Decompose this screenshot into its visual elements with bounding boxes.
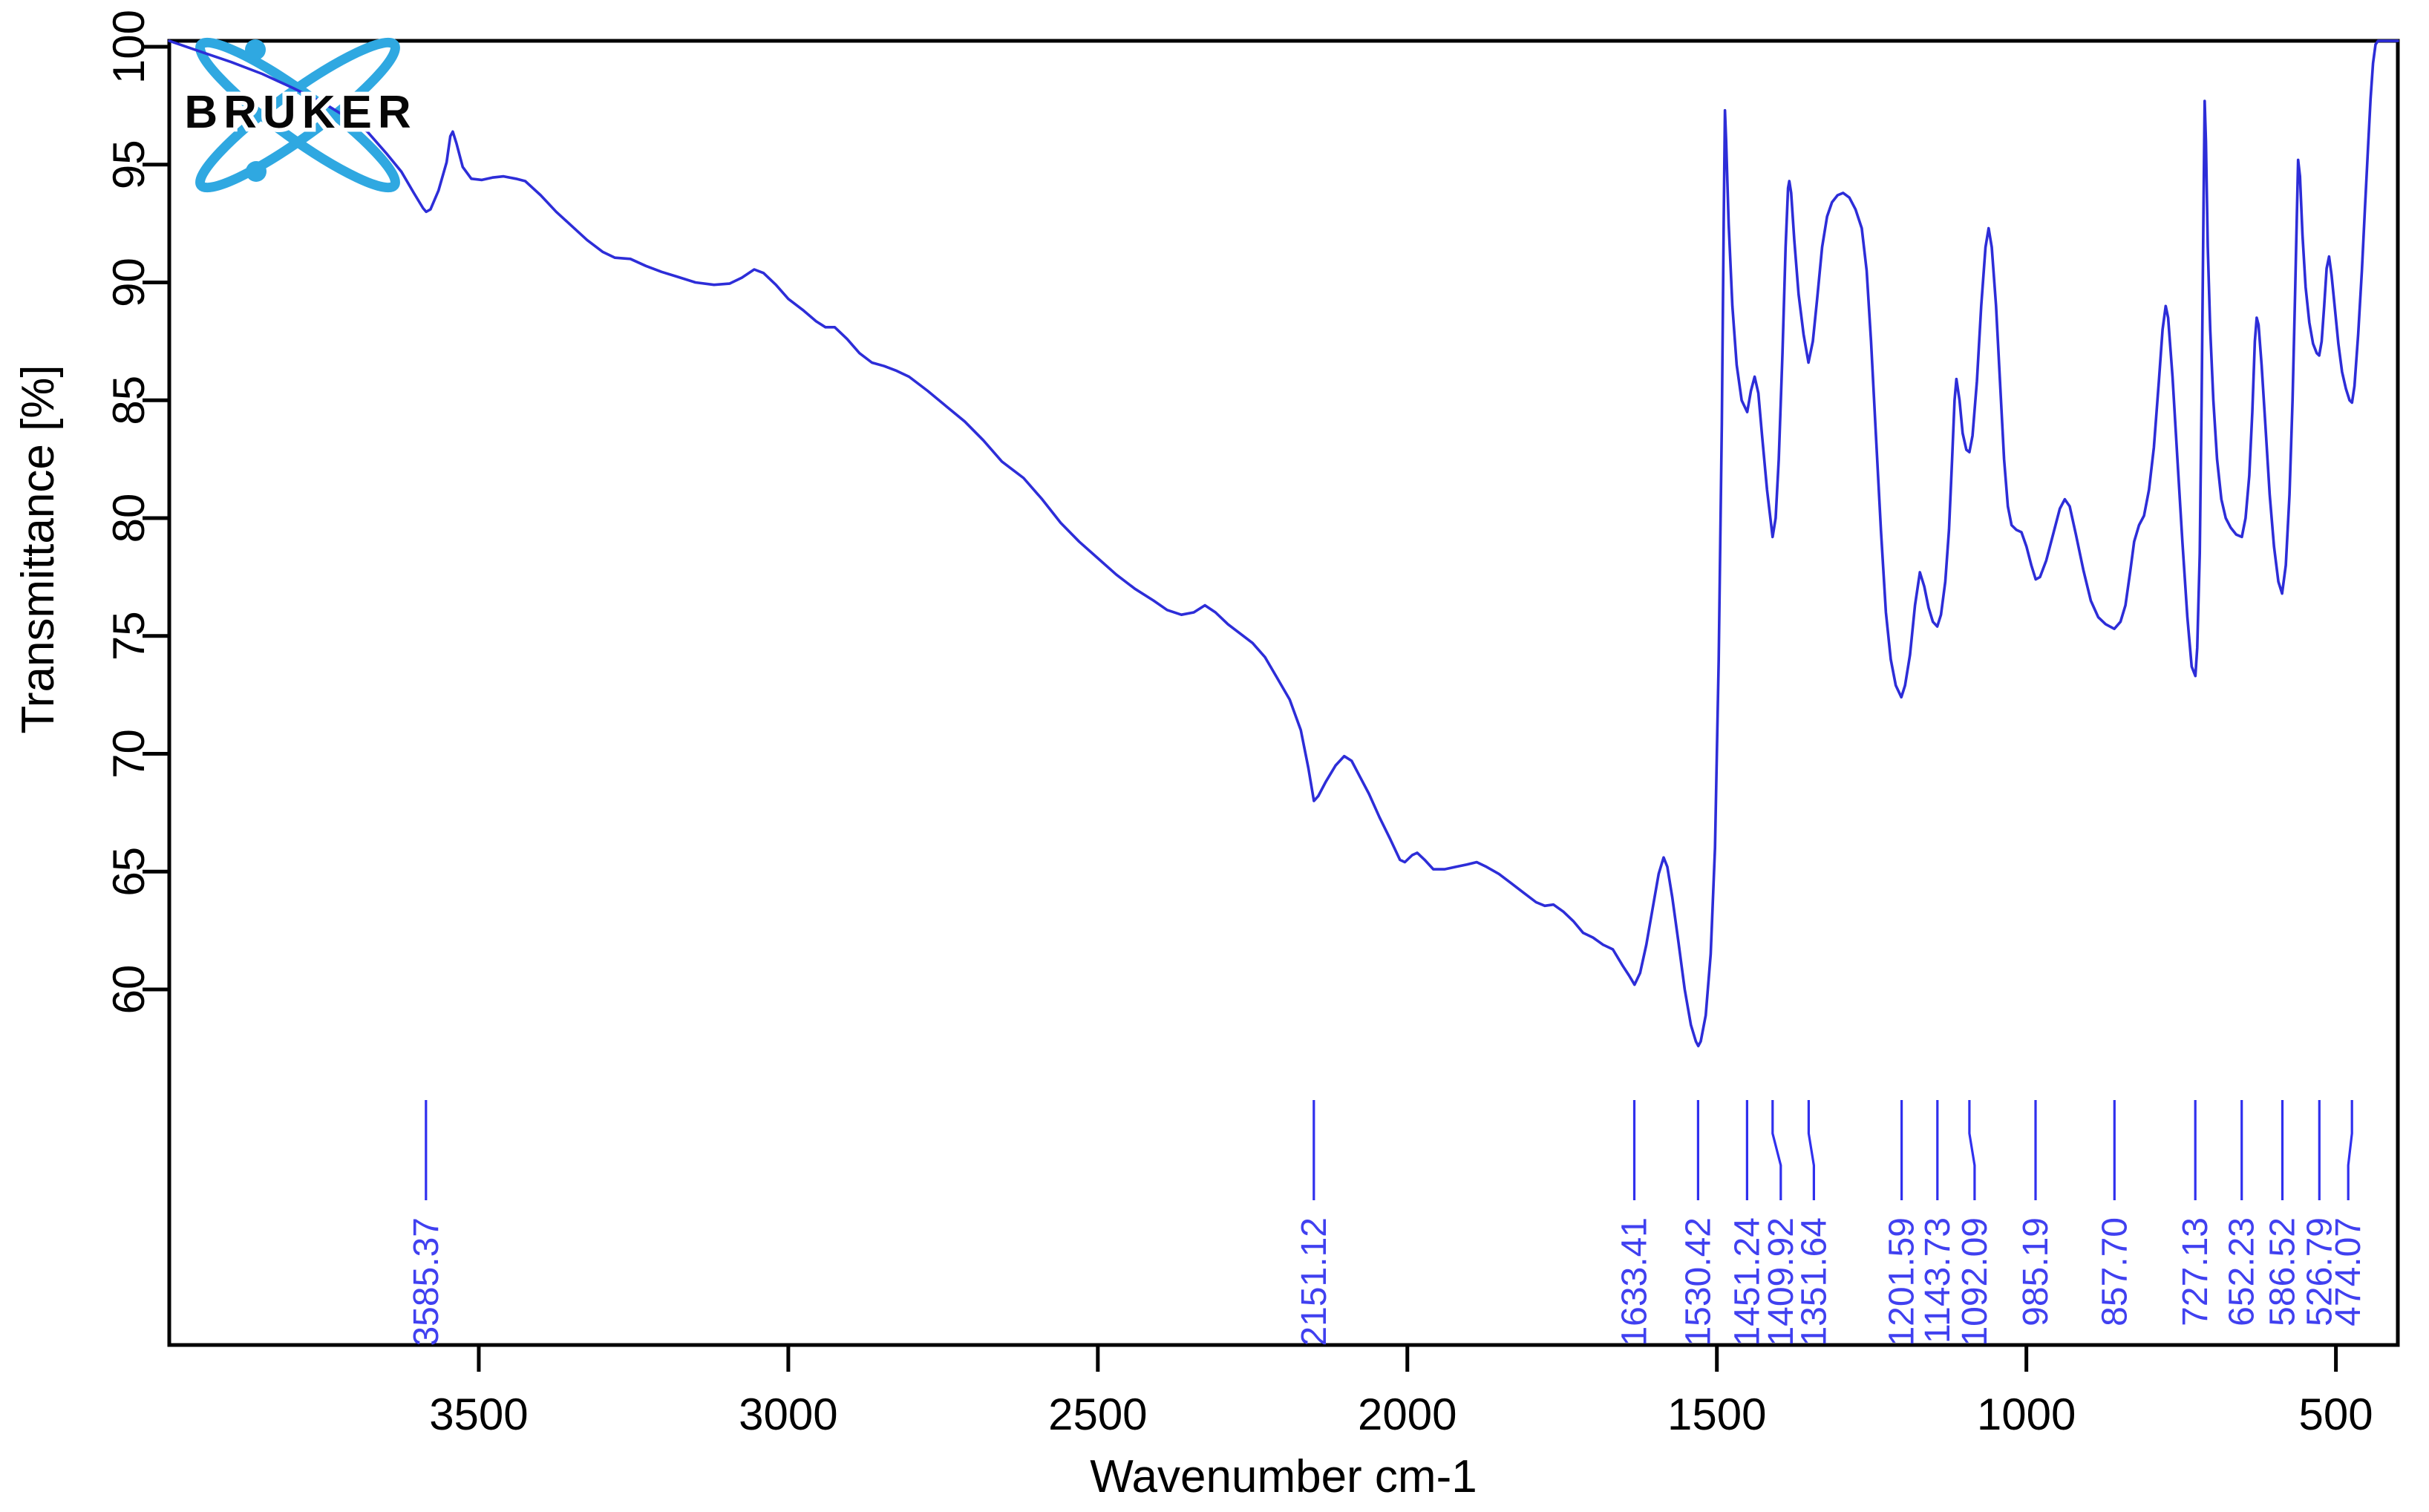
peak-label: 1201.59: [1883, 1217, 1922, 1346]
peak-label: 1530.42: [1678, 1217, 1718, 1346]
y-tick-label: 75: [104, 611, 154, 661]
y-tick-label: 85: [104, 376, 154, 425]
peak-marker-line: [2347, 1100, 2353, 1200]
peak-annotations: 3585.37 2151.12 1633.41 1530.42 1451.241409.…: [407, 1100, 2368, 1346]
peak-label: 526.79: [2300, 1217, 2339, 1326]
peak-label: 1409.92: [1762, 1217, 1801, 1346]
y-tick-label: 60: [104, 965, 154, 1015]
x-tick-label: 3000: [739, 1390, 837, 1439]
y-tick-label: 70: [104, 729, 154, 779]
peak-label: 1143.73: [1918, 1217, 1958, 1344]
bruker-logo-text: BRUKER: [184, 87, 416, 138]
peak-marker-line: [1968, 1100, 1976, 1200]
axes: 3500 3000 2500 2000 1500 1000 500 100 95 90 85 80 75…: [104, 10, 2373, 1439]
peak-label: 474.07: [2329, 1217, 2368, 1326]
logo-electron-dot-icon: [245, 39, 266, 60]
y-tick-label: 90: [104, 258, 154, 307]
peak-marker-line: [1771, 1100, 1782, 1200]
peak-label: 586.52: [2263, 1217, 2302, 1326]
x-tick-label: 500: [2299, 1390, 2373, 1439]
peak-label: 1351.64: [1794, 1217, 1834, 1346]
x-tick-label: 3500: [429, 1390, 528, 1439]
y-axis-title: Transmittance [%]: [13, 364, 64, 733]
x-tick-label: 1500: [1667, 1390, 1766, 1439]
x-axis-title: Wavenumber cm-1: [1090, 1451, 1477, 1502]
x-tick-label: 2500: [1048, 1390, 1147, 1439]
y-tick-label: 80: [104, 494, 154, 543]
peak-label: 1633.41: [1615, 1217, 1654, 1346]
peak-label: 3585.37: [407, 1217, 446, 1346]
peak-label: 2151.12: [1295, 1217, 1334, 1346]
y-tick-label: 95: [104, 140, 154, 189]
peak-label: 727.13: [2176, 1217, 2215, 1326]
plot-area: [167, 39, 2400, 1347]
peak-marker-line: [1807, 1100, 1815, 1200]
spectrum-curve: [168, 39, 2399, 1047]
y-tick-label: 65: [104, 847, 154, 897]
peak-label: 1092.09: [1955, 1217, 1995, 1346]
x-tick-label: 1000: [1977, 1390, 2076, 1439]
y-tick-label: 100: [104, 10, 154, 84]
spectrum-polyline: [168, 39, 2399, 1047]
logo-ellipse-icon: [195, 37, 400, 193]
peak-label: 857.70: [2095, 1217, 2134, 1326]
x-tick-label: 2000: [1358, 1390, 1457, 1439]
peak-label: 652.23: [2223, 1217, 2262, 1326]
logo-electron-dot-icon: [246, 161, 267, 182]
peak-label: 985.19: [2016, 1217, 2056, 1326]
peak-label: 1451.24: [1727, 1217, 1767, 1346]
